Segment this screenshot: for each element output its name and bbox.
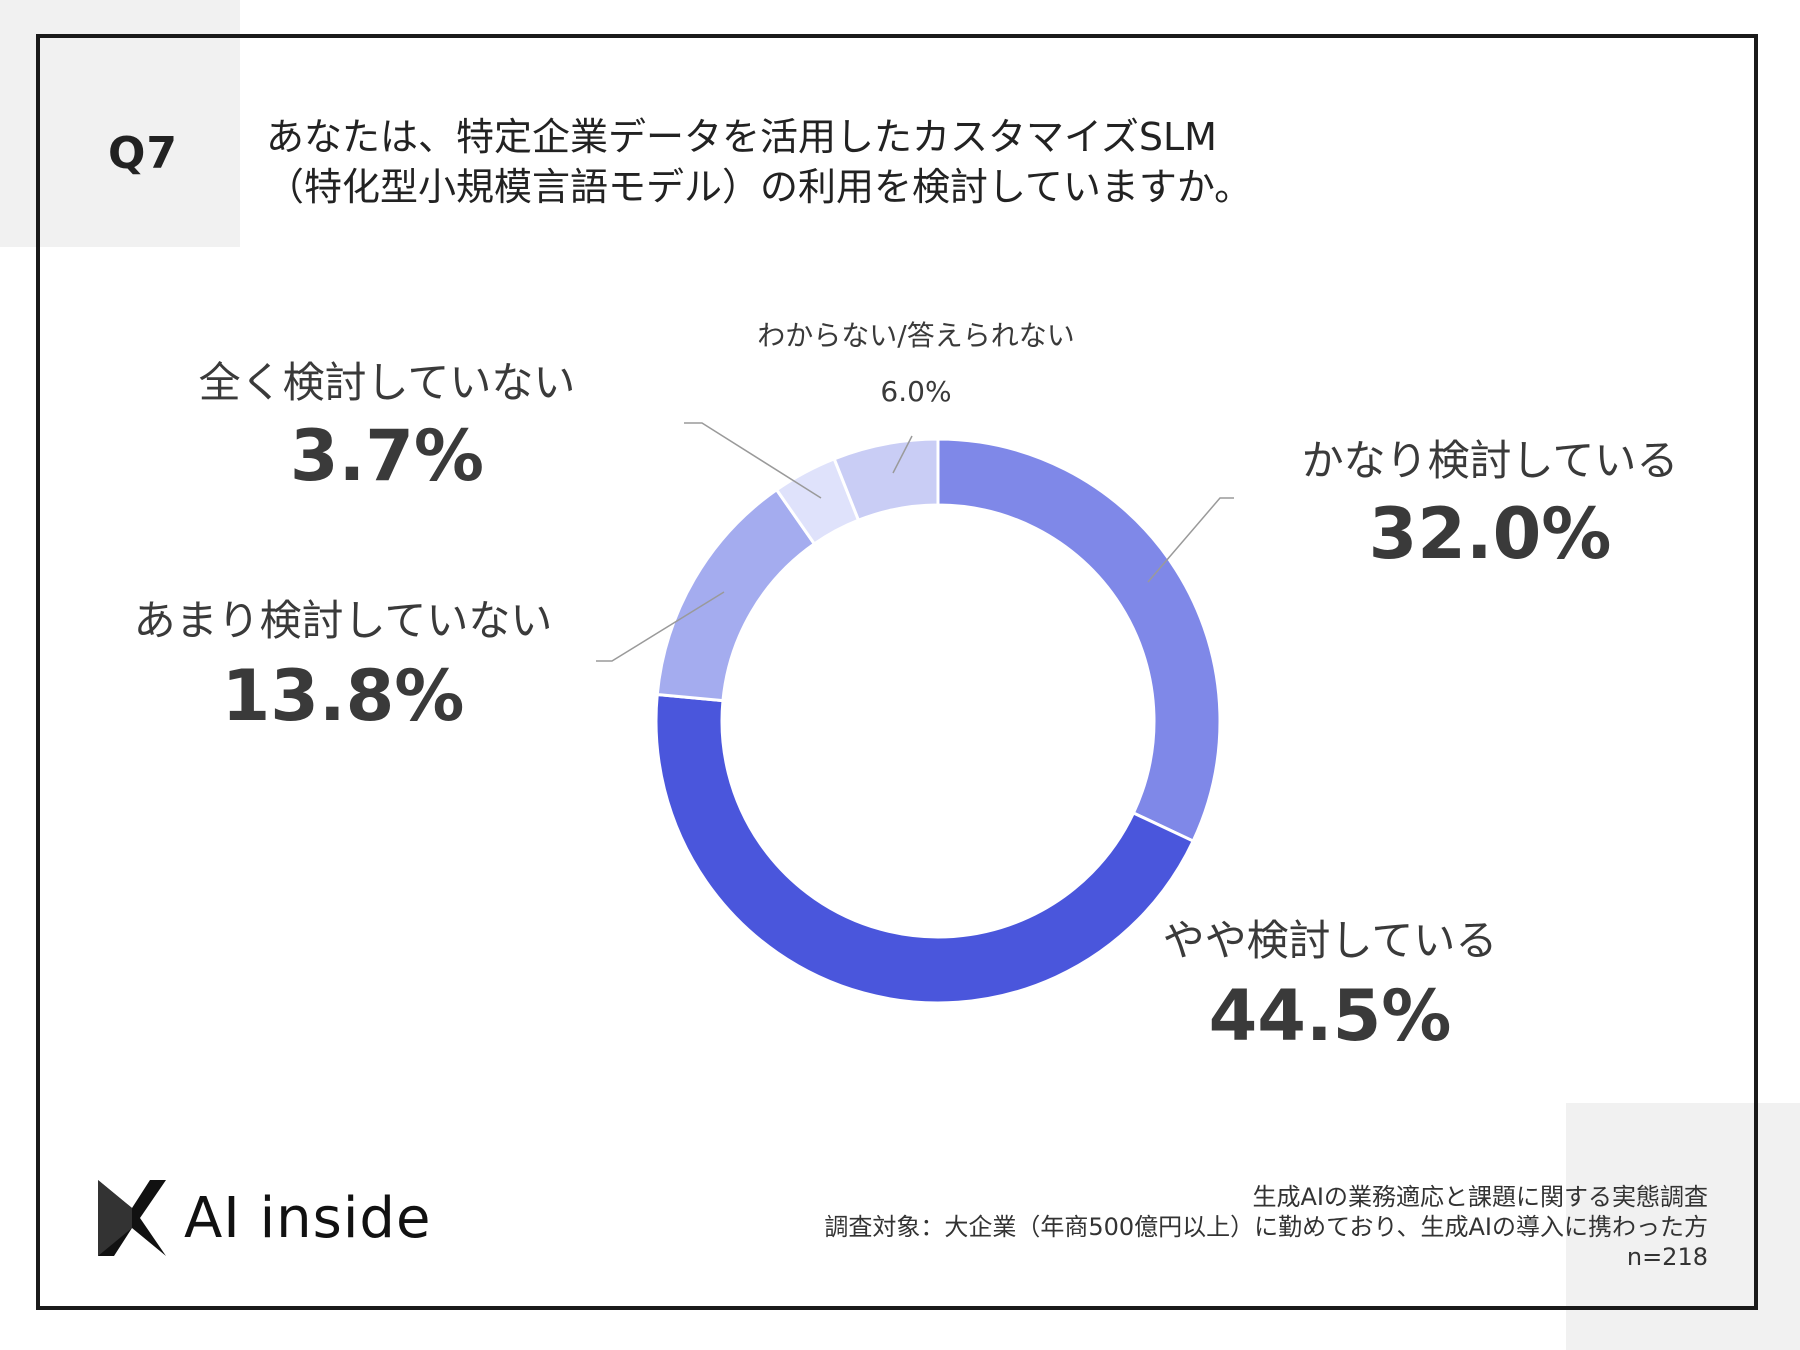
category-label-5: わからない/答えられない (757, 319, 1074, 352)
value-label-2: 44.5% (1209, 975, 1452, 1057)
leader-line-3 (596, 591, 725, 662)
brand-name: AI inside (184, 1185, 432, 1251)
value-label-4: 3.7% (290, 415, 484, 497)
question-title-line-1: あなたは、特定企業データを活用したカスタマイズSLM (266, 115, 1217, 159)
donut-slice-2 (654, 692, 1196, 1005)
survey-title: 生成AIの業務適応と課題に関する実態調査 (1252, 1183, 1709, 1211)
value-label-1: 32.0% (1369, 493, 1612, 575)
leader-line-5 (892, 435, 913, 474)
category-label-3: あまり検討していない (134, 596, 553, 645)
question-number: Q7 (108, 128, 179, 179)
donut-slice-5 (832, 437, 940, 523)
leader-line-4 (684, 422, 822, 499)
corner-decoration-top-left (0, 0, 240, 247)
donut-slice-3 (655, 487, 817, 703)
x-logo-icon (98, 1180, 166, 1256)
slide-frame (36, 34, 1758, 1310)
brand-logo: AI inside (94, 1178, 431, 1258)
value-label-5: 6.0% (880, 375, 951, 408)
survey-target: 調査対象：大企業（年商500億円以上）に勤めており、生成AIの導入に携わった方 (824, 1213, 1708, 1241)
category-label-1: かなり検討している (1302, 436, 1679, 485)
category-label-4: 全く検討していない (199, 358, 576, 407)
value-label-3: 13.8% (222, 655, 465, 737)
question-title: あなたは、特定企業データを活用したカスタマイズSLM （特化型小規模言語モデル）… (266, 112, 1366, 212)
donut-slice-1 (936, 437, 1222, 844)
category-label-2: やや検討している (1163, 916, 1498, 965)
leader-line-1 (1147, 497, 1234, 583)
survey-note: 生成AIの業務適応と課題に関する実態調査 調査対象：大企業（年商500億円以上）… (824, 1182, 1708, 1272)
question-title-line-2: （特化型小規模言語モデル）の利用を検討していますか。 (266, 165, 1253, 209)
sample-size: n=218 (1626, 1243, 1708, 1271)
